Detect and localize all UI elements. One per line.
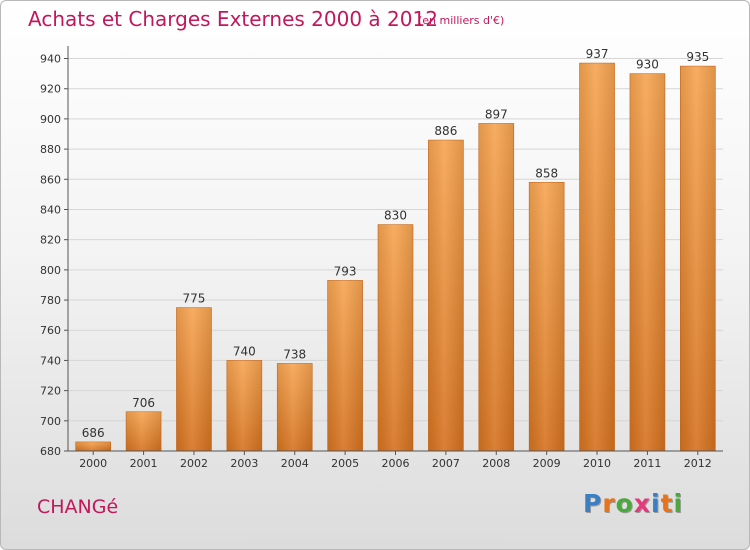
value-label: 740 [233, 344, 256, 358]
value-label: 830 [384, 209, 407, 223]
y-tick-label: 820 [40, 234, 61, 247]
bar-shade [428, 140, 464, 451]
logo-letter: o [615, 489, 634, 518]
bar-shade [680, 66, 716, 452]
x-tick-label: 2008 [482, 457, 510, 470]
bar-shade [75, 441, 111, 451]
y-tick-label: 900 [40, 113, 61, 126]
value-label: 706 [132, 396, 155, 410]
bar-shade [478, 123, 514, 452]
bars: 686 706 775 740 738 793 830 886 897 858 937 930 935 [75, 47, 716, 452]
y-tick-label: 840 [40, 203, 61, 216]
y-tick-label: 740 [40, 354, 61, 367]
value-label: 935 [686, 50, 709, 64]
axes: 680 700 720 740 760 780 800 820 840 860 880 900 920 9… [40, 46, 723, 470]
bar-shade [378, 224, 413, 451]
x-tick-label: 2011 [633, 457, 661, 470]
bar-shade [277, 363, 313, 451]
bar-shade [176, 307, 212, 451]
value-label: 858 [535, 166, 558, 180]
x-tick-label: 2006 [382, 457, 410, 470]
x-tick-label: 2004 [281, 457, 309, 470]
x-tick-label: 2002 [180, 457, 208, 470]
x-tick-label: 2007 [432, 457, 460, 470]
value-label: 775 [183, 292, 206, 306]
y-tick-label: 680 [40, 445, 61, 458]
x-tick-label: 2005 [331, 457, 359, 470]
bar-shade [579, 63, 615, 451]
logo-letter: t [660, 489, 674, 518]
value-label: 937 [586, 47, 609, 61]
logo-letter: P [583, 489, 603, 518]
x-tick-label: 2012 [684, 457, 712, 470]
x-tick-label: 2000 [79, 457, 107, 470]
value-label: 738 [283, 347, 306, 361]
logo-letter: i [673, 489, 684, 518]
y-tick-label: 880 [40, 143, 61, 156]
value-label: 686 [82, 426, 105, 440]
logo-letter: r [602, 489, 616, 518]
value-label: 886 [434, 124, 457, 138]
y-tick-label: 940 [40, 53, 61, 66]
bar-shade [327, 280, 363, 451]
bar-shade [529, 182, 565, 452]
unit-note: (en milliers d'€) [418, 14, 505, 27]
logo-letter: i [651, 489, 661, 518]
chart-title: Achats et Charges Externes 2000 à 2012 [28, 7, 438, 31]
place-name: CHANGé [37, 496, 119, 518]
y-tick-label: 700 [40, 415, 61, 428]
value-label: 897 [485, 107, 508, 121]
bar-shade [629, 73, 665, 451]
y-tick-label: 920 [40, 83, 61, 96]
value-label: 793 [334, 264, 357, 278]
y-tick-label: 720 [40, 385, 61, 398]
y-tick-label: 780 [40, 294, 61, 307]
x-tick-label: 2009 [533, 457, 561, 470]
y-tick-label: 800 [40, 264, 61, 277]
y-tick-label: 760 [40, 324, 61, 337]
y-tick-label: 860 [40, 173, 61, 186]
bar-shade [126, 411, 162, 451]
logo-letter: x [633, 489, 651, 518]
proxiti-logo: Proxiti [583, 489, 683, 518]
bar-shade [226, 360, 262, 451]
x-tick-label: 2003 [230, 457, 258, 470]
value-label: 930 [636, 58, 659, 72]
x-tick-label: 2010 [583, 457, 611, 470]
x-tick-label: 2001 [130, 457, 158, 470]
